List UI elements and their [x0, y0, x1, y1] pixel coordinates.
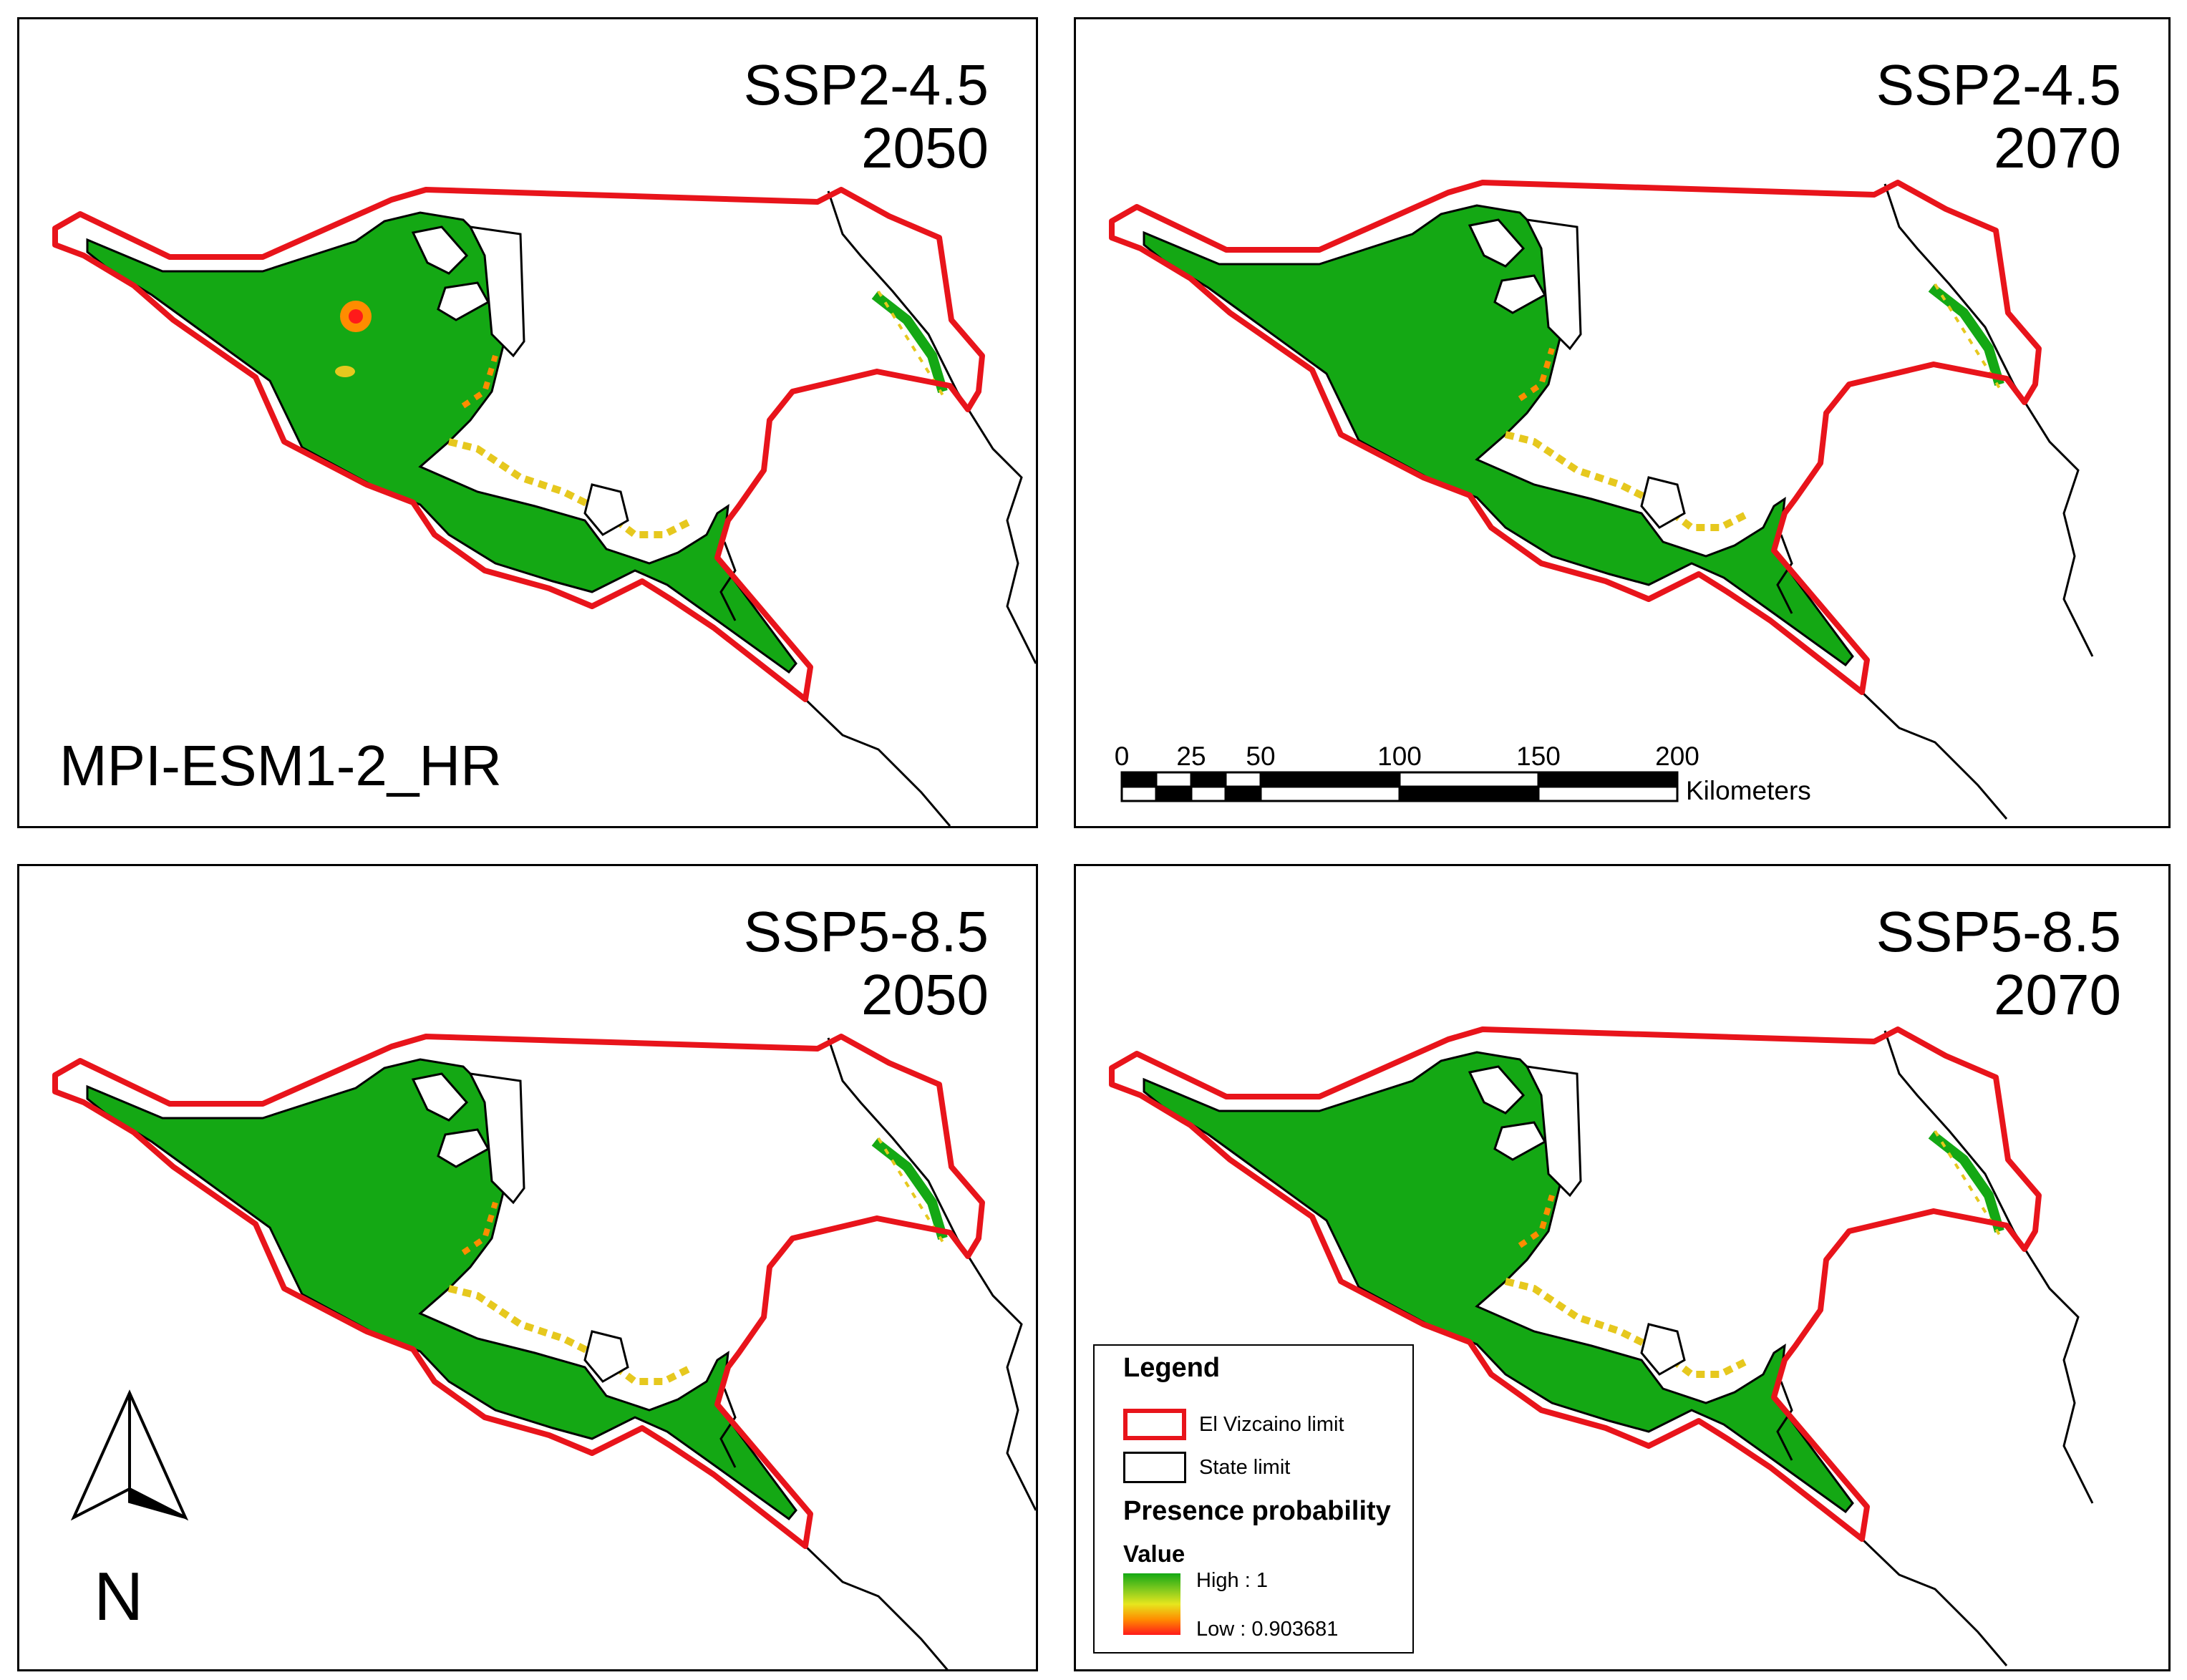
habitat-map [52, 1034, 1036, 1669]
map-panel-ssp245-2070: SSP2-4.5 2070 0 25 50 100 150 200 Kilome… [1074, 17, 2171, 828]
model-label: MPI-ESM1-2_HR [59, 734, 502, 797]
presence-ramp [1123, 1573, 1180, 1635]
scenario-year: 2070 [1994, 116, 2121, 180]
habitat-map [52, 187, 1036, 826]
scale-tick-label: 100 [1377, 742, 1422, 771]
scenario-label: SSP2-4.5 2050 [744, 54, 989, 180]
scenario-name: SSP2-4.5 [743, 53, 989, 117]
scale-tick-label: 150 [1516, 742, 1561, 771]
ramp-high-label: High : 1 [1196, 1569, 1268, 1592]
state-limit-swatch [1123, 1452, 1186, 1483]
legend-title: Legend [1123, 1353, 1221, 1383]
scale-tick-label: 200 [1655, 742, 1699, 771]
scale-unit: Kilometers [1686, 776, 1811, 805]
scenario-year: 2050 [861, 963, 989, 1026]
legend-item-state: State limit [1199, 1456, 1291, 1479]
scenario-name: SSP5-8.5 [1876, 900, 2121, 963]
scenario-label: SSP5-8.5 2050 [744, 900, 989, 1026]
scenario-year: 2070 [1994, 963, 2121, 1026]
scale-tick-label: 25 [1176, 742, 1206, 771]
north-label: N [94, 1558, 144, 1635]
scale-tick-label: 50 [1246, 742, 1275, 771]
ramp-title: Presence probability [1123, 1496, 1391, 1526]
value-label: Value [1123, 1540, 1185, 1567]
map-panel-ssp585-2070: SSP5-8.5 2070 Legend El Vizcaino limit S… [1074, 864, 2171, 1671]
scale-bar: 0 25 50 100 150 200 Kilometers [1115, 742, 1811, 805]
vizcaino-limit-swatch [1123, 1409, 1186, 1440]
map-panel-ssp585-2050: SSP5-8.5 2050 N [17, 864, 1038, 1671]
scenario-label: SSP5-8.5 2070 [1876, 900, 2121, 1026]
habitat-map [1109, 1026, 2094, 1666]
scenario-name: SSP2-4.5 [1876, 53, 2121, 117]
map-panel-ssp245-2050: SSP2-4.5 2050 MPI-ESM1-2_HR [17, 17, 1038, 828]
legend-item-vizcaino: El Vizcaino limit [1199, 1413, 1344, 1436]
habitat-map [1109, 180, 2094, 820]
scenario-name: SSP5-8.5 [743, 900, 989, 963]
scale-tick-label: 0 [1115, 742, 1130, 771]
map-legend: Legend El Vizcaino limit State limit Pre… [1093, 1344, 1414, 1654]
north-arrow-icon [70, 1389, 189, 1521]
ramp-low-label: Low : 0.903681 [1196, 1618, 1339, 1641]
scenario-label: SSP2-4.5 2070 [1876, 54, 2121, 180]
scenario-year: 2050 [861, 116, 989, 180]
